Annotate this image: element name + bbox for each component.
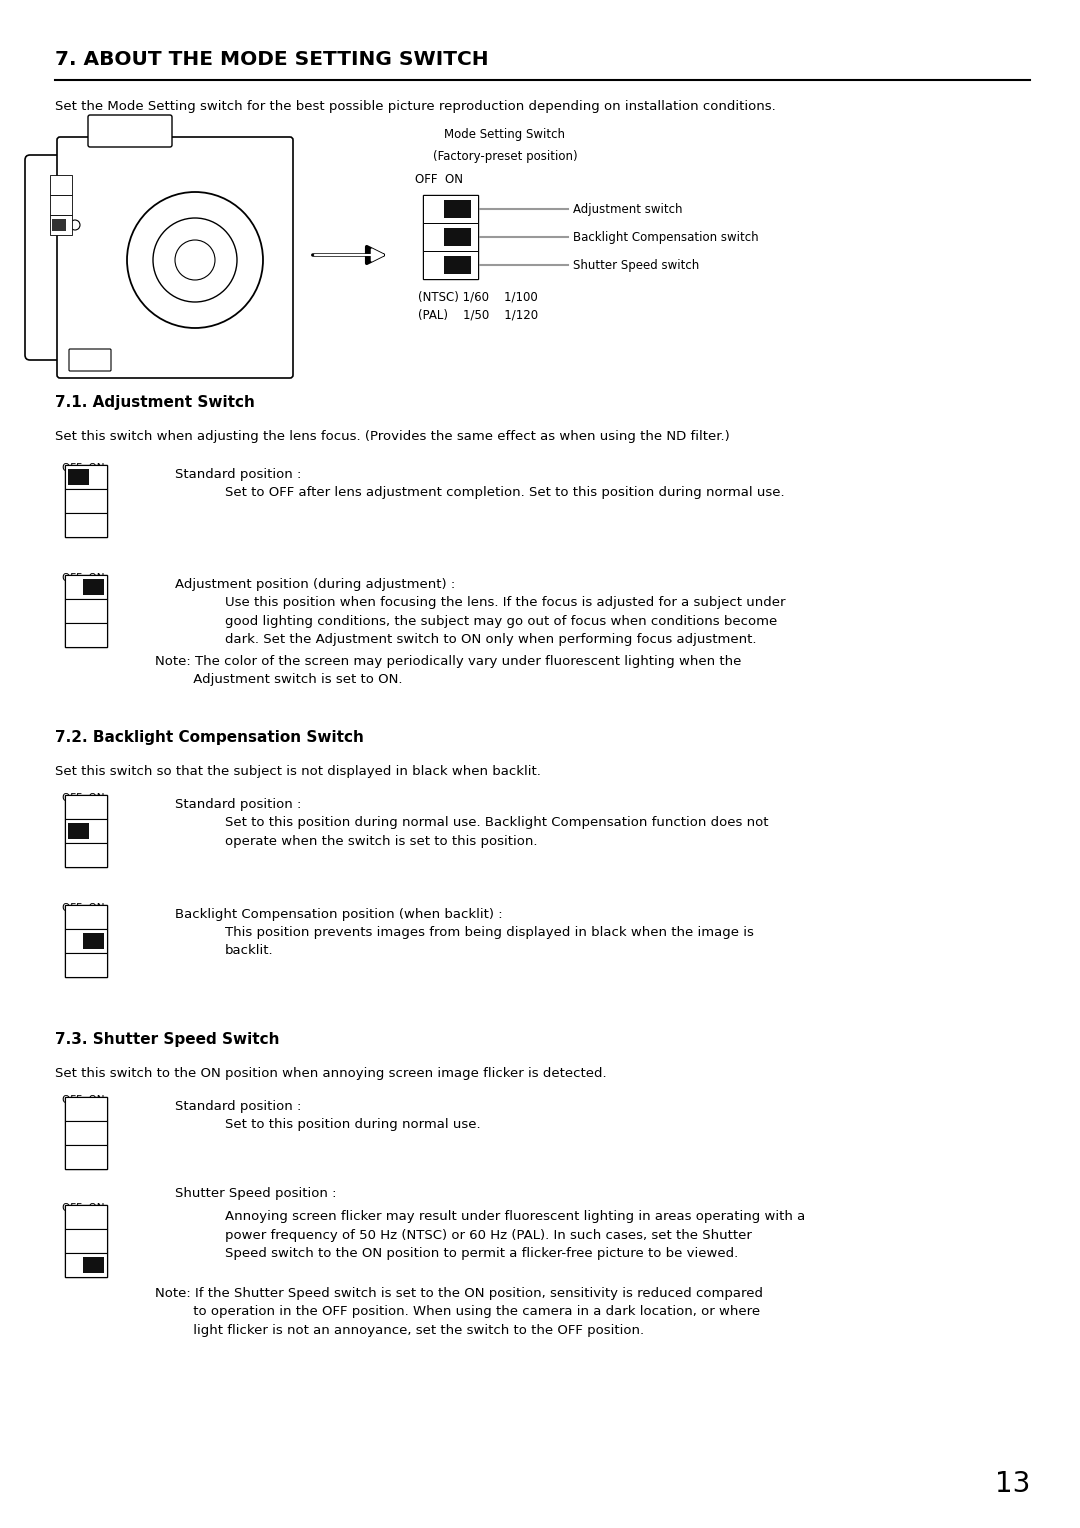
Bar [65,1122,107,1144]
Bar [52,219,66,231]
Text: OFF  ON: OFF ON [62,573,105,584]
Bar [444,200,471,219]
Bar [65,575,107,599]
Text: Standard position :: Standard position : [175,1100,301,1112]
Bar [50,215,72,235]
Text: Set to this position during normal use.: Set to this position during normal use. [225,1118,481,1131]
Bar [50,196,72,215]
Bar [423,196,478,223]
Bar [83,579,104,594]
Text: Set this switch when adjusting the lens focus. (Provides the same effect as when: Set this switch when adjusting the lens … [55,429,730,443]
Text: Note: The color of the screen may periodically vary under fluorescent lighting w: Note: The color of the screen may period… [156,656,741,686]
Bar [65,905,107,929]
Bar [65,489,107,513]
Text: Set the Mode Setting switch for the best possible picture reproduction depending: Set the Mode Setting switch for the best… [55,99,775,113]
Bar [65,1206,107,1277]
Bar [65,465,107,536]
Text: OFF  ON: OFF ON [62,1203,105,1213]
Bar [423,196,478,280]
Text: 13: 13 [995,1470,1030,1497]
Bar [50,176,72,196]
Bar [65,795,107,819]
Bar [68,469,89,484]
Bar [65,795,107,866]
Text: Note: If the Shutter Speed switch is set to the ON position, sensitivity is redu: Note: If the Shutter Speed switch is set… [156,1287,762,1337]
Text: Standard position :: Standard position : [175,468,301,481]
Text: OFF  ON: OFF ON [415,173,463,186]
Bar [65,953,107,976]
Text: Set this switch so that the subject is not displayed in black when backlit.: Set this switch so that the subject is n… [55,766,541,778]
Bar [65,1253,107,1277]
Text: Shutter Speed position :: Shutter Speed position : [175,1187,337,1199]
Text: Adjustment position (during adjustment) :: Adjustment position (during adjustment) … [175,578,456,591]
FancyBboxPatch shape [57,138,293,377]
Text: (PAL)    1/50    1/120: (PAL) 1/50 1/120 [418,309,538,322]
Bar [65,929,107,953]
Text: 7.2. Backlight Compensation Switch: 7.2. Backlight Compensation Switch [55,730,364,746]
Text: Use this position when focusing the lens. If the focus is adjusted for a subject: Use this position when focusing the lens… [225,596,785,646]
FancyBboxPatch shape [69,348,111,371]
Bar [65,905,107,976]
Bar [65,819,107,843]
Bar [444,257,471,274]
Bar [423,251,478,280]
Text: Set this switch to the ON position when annoying screen image flicker is detecte: Set this switch to the ON position when … [55,1067,607,1080]
Bar [65,843,107,866]
Text: Backlight Compensation position (when backlit) :: Backlight Compensation position (when ba… [175,908,502,921]
Text: Set to OFF after lens adjustment completion. Set to this position during normal : Set to OFF after lens adjustment complet… [225,486,785,500]
Text: OFF  ON: OFF ON [62,793,105,804]
Text: Standard position :: Standard position : [175,798,301,811]
Bar [65,575,107,646]
Text: OFF  ON: OFF ON [62,903,105,914]
Text: Annoying screen flicker may result under fluorescent lighting in areas operating: Annoying screen flicker may result under… [225,1210,806,1261]
Bar [65,1206,107,1229]
FancyBboxPatch shape [87,115,172,147]
Text: OFF  ON: OFF ON [62,1096,105,1105]
Bar [83,1258,104,1273]
Bar [423,223,478,251]
Bar [65,1097,107,1122]
Text: Mode Setting Switch: Mode Setting Switch [445,128,566,141]
Text: (Factory-preset position): (Factory-preset position) [433,150,578,163]
Text: (NTSC) 1/60    1/100: (NTSC) 1/60 1/100 [418,290,538,304]
Bar [65,599,107,623]
Text: OFF  ON: OFF ON [62,463,105,474]
Text: Adjustment switch: Adjustment switch [573,203,683,215]
Text: This position prevents images from being displayed in black when the image is
ba: This position prevents images from being… [225,926,754,958]
Bar [65,465,107,489]
Bar [65,1097,107,1169]
Text: Set to this position during normal use. Backlight Compensation function does not: Set to this position during normal use. … [225,816,769,848]
Bar [65,1229,107,1253]
Text: 7. ABOUT THE MODE SETTING SWITCH: 7. ABOUT THE MODE SETTING SWITCH [55,50,488,69]
Bar [444,228,471,246]
Text: 7.1. Adjustment Switch: 7.1. Adjustment Switch [55,396,255,410]
Text: 7.3. Shutter Speed Switch: 7.3. Shutter Speed Switch [55,1031,280,1047]
Bar [65,1144,107,1169]
Text: Shutter Speed switch: Shutter Speed switch [573,258,699,272]
Bar [65,623,107,646]
Bar [65,513,107,536]
Bar [68,824,89,839]
Text: Backlight Compensation switch: Backlight Compensation switch [573,231,758,243]
FancyBboxPatch shape [25,154,75,361]
Bar [83,934,104,949]
